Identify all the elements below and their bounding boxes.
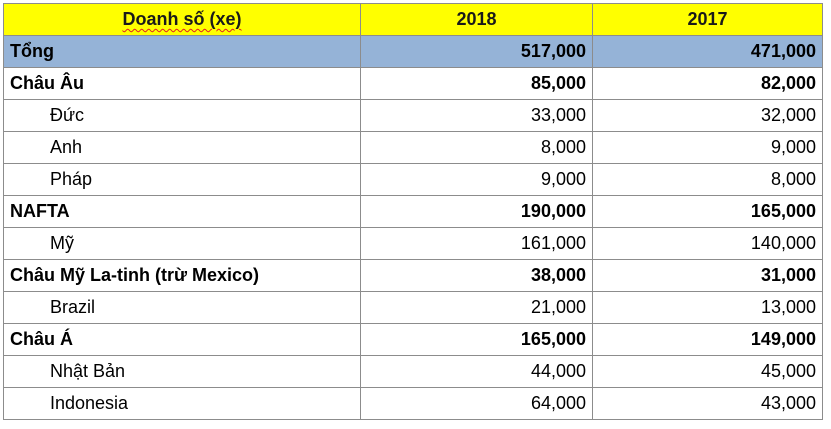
row-label: Tổng [3, 35, 361, 68]
row-label: Châu Âu [3, 67, 361, 100]
value-cell: 43,000 [592, 387, 823, 420]
row-label: Đức [3, 99, 361, 132]
value-cell: 82,000 [592, 67, 823, 100]
row-label: Nhật Bản [3, 355, 361, 388]
value-cell: 32,000 [592, 99, 823, 132]
table-row: Châu Mỹ La-tinh (trừ Mexico) 38,000 31,000 [3, 259, 823, 292]
header-cell: Doanh số (xe) [3, 3, 361, 36]
row-label: Pháp [3, 163, 361, 196]
value-cell: 165,000 [360, 323, 593, 356]
header-cell: 2018 [360, 3, 593, 36]
table-row: Tổng 517,000 471,000 [3, 35, 823, 68]
value-cell: 165,000 [592, 195, 823, 228]
table-row: Anh 8,000 9,000 [3, 131, 823, 164]
table-row: Nhật Bản 44,000 45,000 [3, 355, 823, 388]
value-cell: 45,000 [592, 355, 823, 388]
value-cell: 8,000 [592, 163, 823, 196]
value-cell: 38,000 [360, 259, 593, 292]
row-label: Brazil [3, 291, 361, 324]
table-row: Châu Á 165,000 149,000 [3, 323, 823, 356]
table-row: Indonesia 64,000 43,000 [3, 387, 823, 420]
row-label: Châu Mỹ La-tinh (trừ Mexico) [3, 259, 361, 292]
row-label: Châu Á [3, 323, 361, 356]
value-cell: 85,000 [360, 67, 593, 100]
row-label: NAFTA [3, 195, 361, 228]
value-cell: 31,000 [592, 259, 823, 292]
value-cell: 471,000 [592, 35, 823, 68]
row-label: Anh [3, 131, 361, 164]
value-cell: 517,000 [360, 35, 593, 68]
value-cell: 9,000 [360, 163, 593, 196]
value-cell: 161,000 [360, 227, 593, 260]
value-cell: 149,000 [592, 323, 823, 356]
row-label: Mỹ [3, 227, 361, 260]
value-cell: 33,000 [360, 99, 593, 132]
row-label: Indonesia [3, 387, 361, 420]
header-label: Doanh số (xe) [122, 9, 242, 29]
value-cell: 44,000 [360, 355, 593, 388]
table-row: Đức 33,000 32,000 [3, 99, 823, 132]
value-cell: 64,000 [360, 387, 593, 420]
value-cell: 8,000 [360, 131, 593, 164]
table-row: Brazil 21,000 13,000 [3, 291, 823, 324]
value-cell: 9,000 [592, 131, 823, 164]
table-row: Mỹ 161,000 140,000 [3, 227, 823, 260]
value-cell: 140,000 [592, 227, 823, 260]
sales-table: Doanh số (xe) 2018 2017 Tổng 517,000 471,0… [3, 3, 823, 420]
value-cell: 21,000 [360, 291, 593, 324]
header-row: Doanh số (xe) 2018 2017 [3, 3, 823, 36]
table-row: Châu Âu 85,000 82,000 [3, 67, 823, 100]
header-cell: 2017 [592, 3, 823, 36]
value-cell: 190,000 [360, 195, 593, 228]
value-cell: 13,000 [592, 291, 823, 324]
table-row: Pháp 9,000 8,000 [3, 163, 823, 196]
table-row: NAFTA 190,000 165,000 [3, 195, 823, 228]
